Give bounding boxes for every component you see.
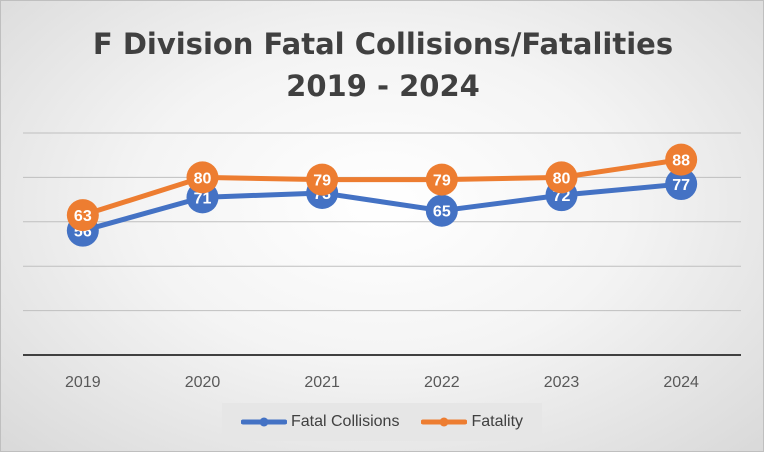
data-point[interactable] bbox=[306, 163, 339, 196]
chart-title-line-2: 2019 - 2024 bbox=[286, 69, 480, 103]
data-point[interactable] bbox=[545, 161, 578, 194]
data-point[interactable] bbox=[665, 168, 698, 201]
gridlines bbox=[23, 132, 741, 312]
x-tick-label: 2022 bbox=[424, 374, 460, 391]
series-layer: 567173657277638079798088 bbox=[66, 143, 698, 247]
x-tick-label: 2023 bbox=[544, 374, 580, 391]
legend-label-fatal-collisions: Fatal Collisions bbox=[290, 413, 400, 430]
data-label: 63 bbox=[74, 208, 92, 225]
legend: Fatal Collisions Fatality bbox=[222, 403, 542, 441]
legend-swatch-fatal-collisions bbox=[240, 417, 287, 427]
x-tick-label: 2019 bbox=[65, 374, 101, 391]
chart-title-line-1: F Division Fatal Collisions/Fatalities bbox=[92, 27, 674, 61]
data-label: 71 bbox=[194, 190, 212, 207]
legend-item-fatality[interactable]: Fatality bbox=[421, 413, 523, 431]
legend-item-fatal-collisions[interactable]: Fatal Collisions bbox=[240, 413, 400, 431]
series-line bbox=[80, 181, 684, 234]
data-point[interactable] bbox=[66, 199, 99, 232]
data-label: 80 bbox=[553, 170, 571, 187]
data-label: 79 bbox=[433, 173, 451, 190]
legend-label-fatality: Fatality bbox=[471, 413, 524, 430]
x-tick-label: 2024 bbox=[663, 374, 699, 391]
series-1: 63 80 79 79 80 88 bbox=[66, 143, 698, 232]
data-point[interactable] bbox=[186, 161, 219, 194]
x-tick-label: 2020 bbox=[185, 374, 221, 391]
x-axis: 2019 2020 2021 2022 2023 2024 bbox=[23, 354, 741, 391]
x-tick-label: 2021 bbox=[304, 374, 340, 391]
data-point[interactable] bbox=[425, 194, 458, 227]
chart-title: F Division Fatal Collisions/Fatalities 2… bbox=[1, 23, 764, 107]
data-label: 79 bbox=[313, 173, 331, 190]
legend-swatch-fatality bbox=[421, 417, 468, 427]
series-line bbox=[80, 157, 684, 218]
data-label: 77 bbox=[672, 177, 690, 194]
data-point[interactable] bbox=[665, 143, 698, 176]
data-label: 80 bbox=[194, 170, 212, 187]
data-label: 88 bbox=[672, 153, 690, 170]
data-label: 65 bbox=[433, 204, 451, 221]
data-point[interactable] bbox=[425, 163, 458, 196]
